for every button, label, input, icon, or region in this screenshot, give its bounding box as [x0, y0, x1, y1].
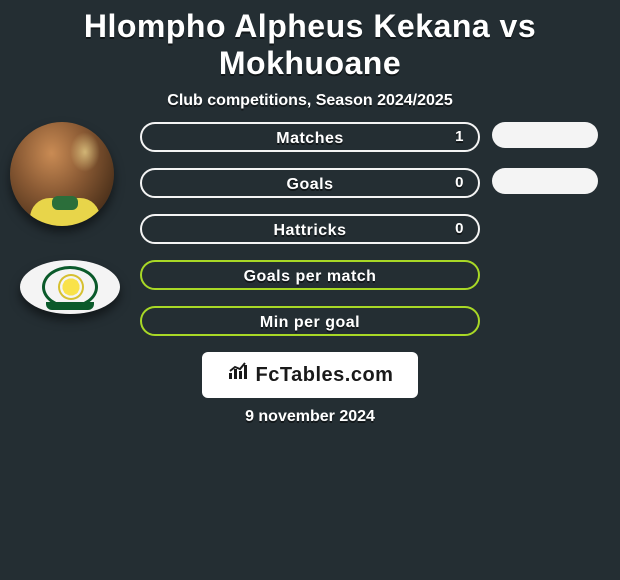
stat-value: 0	[455, 216, 464, 242]
opponent-stat-pill	[492, 168, 598, 194]
stat-row: Hattricks 0	[140, 214, 480, 244]
stat-label: Min per goal	[260, 314, 360, 331]
comparison-title: Hlompho Alpheus Kekana vs Mokhuoane	[0, 0, 620, 82]
badge-sun-icon	[60, 276, 82, 298]
stat-label: Hattricks	[274, 222, 347, 239]
brand-chart-icon	[227, 352, 251, 398]
opponent-stat-pill	[492, 122, 598, 148]
club-badge	[20, 260, 120, 314]
avatar-collar	[52, 196, 78, 210]
stats-rows: Matches 1 Goals 0 Hattricks 0 Goals per match M…	[140, 122, 480, 352]
stat-label: Goals per match	[244, 268, 377, 285]
brand-text: FcTables.com	[256, 364, 394, 386]
stat-row: Min per goal	[140, 306, 480, 336]
stat-row: Matches 1	[140, 122, 480, 152]
player1-avatar	[10, 122, 114, 226]
comparison-subtitle: Club competitions, Season 2024/2025	[0, 92, 620, 110]
opponent-pills	[492, 122, 598, 352]
stat-value: 0	[455, 170, 464, 196]
stat-row: Goals 0	[140, 168, 480, 198]
badge-ribbon	[46, 302, 94, 310]
snapshot-date: 9 november 2024	[0, 408, 620, 426]
stat-label: Goals	[287, 176, 334, 193]
avatar-highlight	[70, 132, 100, 172]
stat-value: 1	[455, 124, 464, 150]
brand-box: FcTables.com	[202, 352, 418, 398]
stat-label: Matches	[276, 130, 344, 147]
stat-row: Goals per match	[140, 260, 480, 290]
